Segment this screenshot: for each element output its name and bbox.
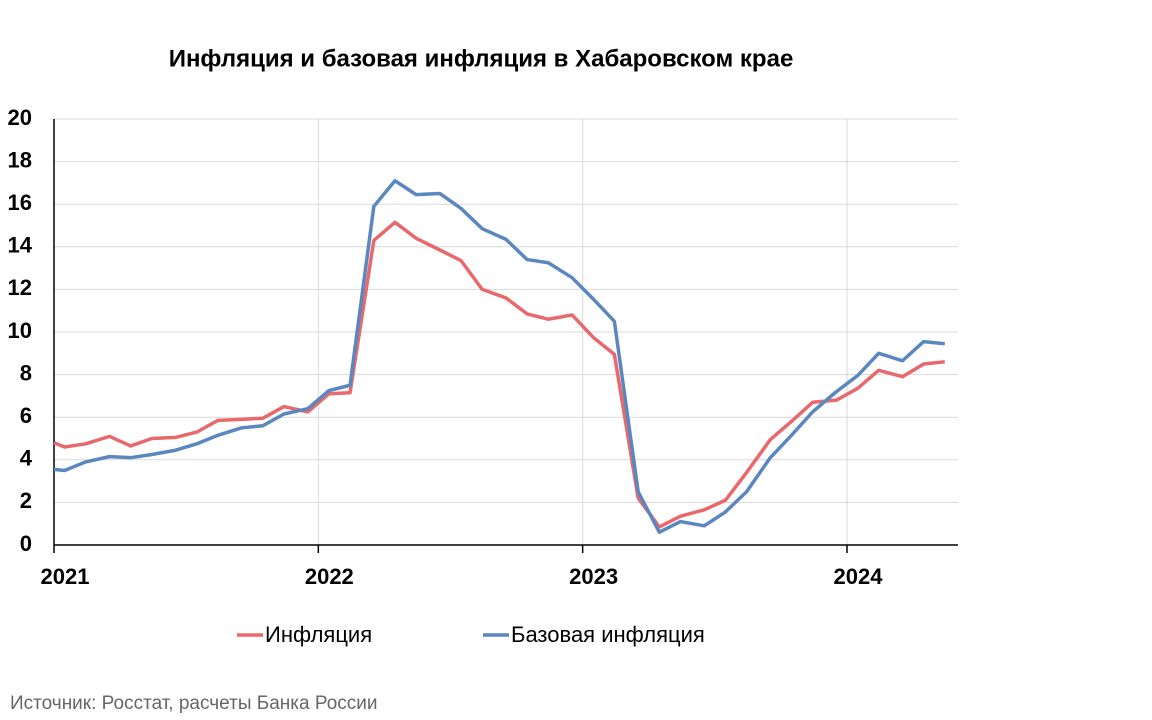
source-note: Источник: Росстат, расчеты Банка России <box>10 693 378 714</box>
y-tick-label: 12 <box>8 275 32 300</box>
legend-label: Базовая инфляция <box>511 622 705 647</box>
chart-title: Инфляция и базовая инфляция в Хабаровско… <box>169 45 794 72</box>
y-tick-label: 14 <box>8 233 33 258</box>
x-tick-label: 2022 <box>305 564 354 589</box>
x-tick-label: 2021 <box>41 564 90 589</box>
series-line <box>53 220 945 529</box>
x-tick-label: 2023 <box>569 564 618 589</box>
y-tick-label: 20 <box>8 105 32 130</box>
y-tick-label: 10 <box>8 318 32 343</box>
y-tick-label: 6 <box>20 403 32 428</box>
x-tick-label: 2024 <box>834 564 884 589</box>
y-tick-label: 8 <box>20 360 32 385</box>
y-tick-label: 2 <box>20 488 32 513</box>
y-tick-label: 4 <box>20 446 33 471</box>
legend-label: Инфляция <box>265 622 372 647</box>
y-tick-label: 18 <box>8 147 32 172</box>
y-tick-label: 0 <box>20 531 32 556</box>
series-line <box>53 179 945 534</box>
y-tick-label: 16 <box>8 190 32 215</box>
